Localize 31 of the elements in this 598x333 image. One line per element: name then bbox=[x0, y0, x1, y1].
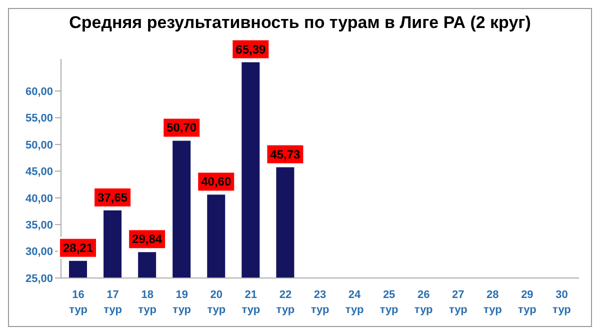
x-tick-label: 25 тур bbox=[380, 289, 399, 316]
data-label: 45,73 bbox=[270, 147, 301, 162]
x-tick-label: 21 тур bbox=[242, 289, 260, 316]
x-tick-label: 24 тур bbox=[345, 289, 364, 316]
data-label: 29,84 bbox=[132, 232, 162, 246]
x-tick-label: 17 тур bbox=[104, 289, 122, 316]
y-tick-label: 35,00 bbox=[25, 219, 53, 232]
y-tick-label: 60,00 bbox=[25, 86, 53, 98]
x-tick-label: 23 тур bbox=[310, 289, 330, 316]
y-tick-label: 45,00 bbox=[25, 166, 53, 178]
y-tick-label: 55,00 bbox=[25, 112, 53, 125]
data-label: 50,70 bbox=[166, 120, 197, 135]
data-label: 28,21 bbox=[62, 240, 94, 255]
x-tick-label: 22 тур bbox=[276, 289, 295, 316]
x-tick-label: 27 тур bbox=[448, 289, 468, 316]
data-label: 40,60 bbox=[201, 174, 232, 189]
x-tick-label: 16 тур bbox=[69, 289, 88, 316]
x-tick-label: 29 тур bbox=[518, 289, 537, 316]
y-tick-label: 50,00 bbox=[25, 139, 53, 152]
x-tick-label: 19 тур bbox=[172, 289, 192, 316]
data-label: 37,65 bbox=[98, 190, 128, 204]
x-tick-label: 28 тур bbox=[483, 289, 502, 316]
y-tick-label: 25,00 bbox=[25, 272, 53, 285]
x-tick-label: 18 тур bbox=[138, 289, 157, 316]
x-tick-label: 30 тур bbox=[552, 289, 572, 316]
x-tick-label: 26 тур bbox=[414, 289, 434, 316]
y-tick-label: 40,00 bbox=[25, 192, 53, 205]
x-tick-label: 20 тур bbox=[207, 289, 226, 316]
y-tick-label: 30,00 bbox=[25, 246, 53, 258]
chart-title: Средняя результативность по турам в Лиге РА (2 круг) bbox=[68, 13, 532, 34]
data-label: 65,39 bbox=[236, 42, 266, 56]
